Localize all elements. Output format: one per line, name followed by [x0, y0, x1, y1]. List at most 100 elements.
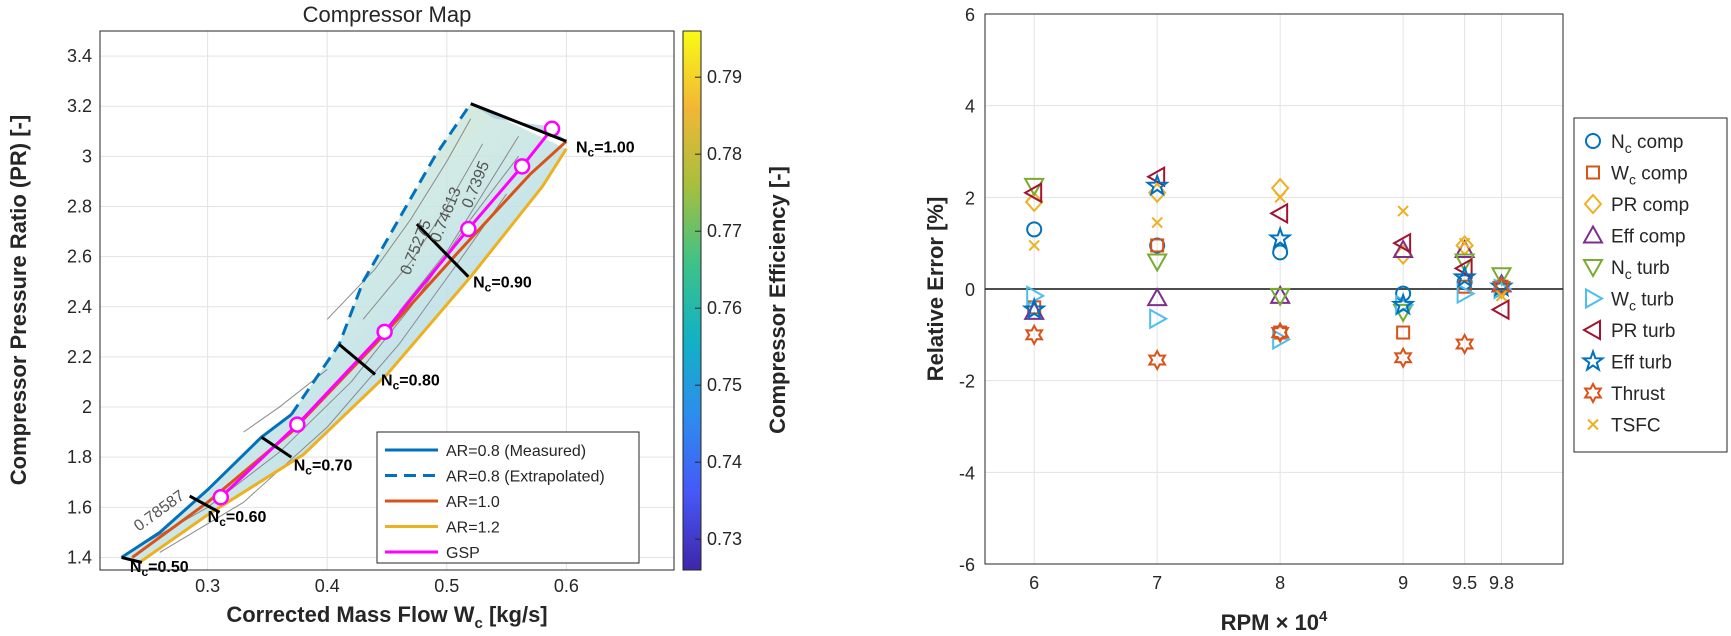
x-tick-label: 9 — [1398, 573, 1408, 593]
legend-label-main: N — [1611, 132, 1625, 153]
y-ticks: -6 -4 -2 0 2 4 6 — [959, 5, 975, 575]
legend-label-rest: turb — [1632, 258, 1670, 279]
y-tick-label: 2 — [965, 188, 975, 208]
legend: AR=0.8 (Measured) AR=0.8 (Extrapolated) AR… — [376, 431, 640, 564]
data-point — [1454, 332, 1475, 356]
colorbar-tick-label: 0.74 — [707, 452, 742, 472]
data-point — [1024, 323, 1044, 346]
legend-marker — [1587, 418, 1599, 431]
legend-label-main: W — [1611, 290, 1629, 311]
legend-label: AR=1.0 — [446, 494, 500, 511]
data-point — [1023, 177, 1045, 197]
data-point — [1452, 264, 1478, 289]
legend-label: Wc turb — [1611, 290, 1674, 314]
y-axis-label: Compressor Pressure Ratio (PR) [-] — [6, 115, 31, 485]
data-point — [1269, 202, 1289, 225]
speed-line — [121, 556, 143, 564]
data-point — [1024, 191, 1044, 213]
legend-marker — [1583, 193, 1603, 215]
y-tick-label: 1.8 — [67, 447, 92, 467]
gsp-point — [376, 323, 393, 341]
y-ticks: 1.4 1.6 1.8 2 2.2 2.4 2.6 2.8 3 3.2 3.4 — [67, 46, 92, 567]
speed-line — [260, 435, 293, 459]
legend-label: Nc comp — [1611, 132, 1683, 156]
y-tick-label: 6 — [965, 5, 975, 25]
legend-marker — [1586, 165, 1600, 180]
data-point — [1151, 216, 1163, 229]
chart-title: Compressor Map — [303, 2, 472, 27]
legend-label-main: PR comp — [1611, 195, 1689, 216]
speed-line-label: Nc=0.50 — [130, 559, 189, 579]
data-point — [1396, 325, 1411, 340]
y-tick-label: -2 — [959, 372, 975, 392]
x-axis-label-exp: 4 — [1319, 608, 1328, 625]
legend-marker — [1582, 259, 1604, 279]
legend-label-main: Eff turb — [1611, 353, 1672, 374]
speed-label-sub: c — [219, 515, 226, 529]
speed-line-label: Nc=1.00 — [576, 139, 635, 159]
colorbar-tick-label: 0.78 — [707, 144, 742, 164]
legend-label-rest: comp — [1632, 132, 1684, 153]
legend-label-sub: c — [1625, 140, 1632, 156]
series-line — [120, 413, 293, 559]
x-tick-label: 9.8 — [1489, 573, 1514, 593]
x-axis-label-times: × 10 — [1270, 610, 1320, 635]
speed-label-value: =0.90 — [491, 275, 532, 292]
colorbar-bar — [682, 30, 702, 571]
data-point — [1272, 328, 1292, 351]
compressor-map-chart: Compressor Map Nc=0.50Nc=0.60Nc=0.70Nc=0… — [6, 2, 790, 632]
data-point — [1495, 290, 1508, 302]
speed-label-main: N — [294, 458, 306, 475]
legend-marker — [1585, 287, 1605, 310]
data-point — [1267, 225, 1293, 250]
legend-label-sub: c — [1629, 298, 1636, 314]
x-axis-label-unit: [kg/s] — [483, 602, 548, 627]
legend-label-main: Thrust — [1611, 384, 1666, 405]
efficiency-contour — [243, 369, 328, 433]
series-line — [138, 148, 568, 564]
series-line — [131, 140, 568, 559]
y-tick-label: 2 — [82, 397, 92, 417]
legend-label: TSFC — [1611, 416, 1661, 437]
x-tick-label: 0.4 — [315, 576, 340, 596]
legend-label-main: TSFC — [1611, 416, 1661, 437]
x-axis-label-sub: c — [475, 615, 483, 632]
colorbar-tick-label: 0.77 — [707, 221, 742, 241]
data-point — [1390, 291, 1416, 316]
colorbar-tick-label: 0.79 — [707, 67, 742, 87]
legend-marker — [1581, 319, 1601, 341]
colorbar-label: Compressor Efficiency [-] — [765, 166, 790, 434]
x-tick-label: 0.5 — [434, 576, 459, 596]
legend-label: Eff comp — [1611, 227, 1686, 248]
legend-label: Wc comp — [1611, 164, 1688, 188]
legend-label-rest: turb — [1636, 290, 1674, 311]
speed-label-main: N — [130, 559, 142, 576]
data-point — [1490, 267, 1513, 287]
data-point — [1270, 321, 1290, 344]
gsp-point — [513, 158, 531, 175]
x-ticks: 0.3 0.4 0.5 0.6 — [195, 576, 579, 596]
speed-label-main: N — [576, 139, 588, 156]
y-tick-label: 2.2 — [67, 347, 92, 367]
legend-label: PR comp — [1611, 195, 1689, 216]
y-tick-label: 2.8 — [67, 196, 92, 216]
data-point — [1147, 348, 1167, 372]
legend-label-main: PR turb — [1611, 321, 1675, 342]
legend-box — [376, 431, 640, 564]
legend-label: AR=0.8 (Extrapolated) — [446, 469, 605, 486]
y-tick-label: 4 — [965, 97, 975, 117]
speed-label-value: =0.80 — [399, 372, 440, 389]
speed-line-label: Nc=0.80 — [381, 372, 440, 392]
data-point — [1456, 282, 1476, 305]
speed-line-label: Nc=0.90 — [473, 275, 532, 295]
x-axis-label: RPM × 104 — [1221, 608, 1328, 635]
data-point — [1144, 172, 1170, 197]
efficiency-contour — [362, 143, 484, 320]
legend-label: Thrust — [1611, 384, 1666, 405]
data-point — [1023, 182, 1043, 204]
y-tick-label: 2.6 — [67, 247, 92, 267]
speed-label-main: N — [473, 275, 485, 292]
speed-label-sub: c — [305, 464, 312, 478]
y-tick-label: 3.4 — [67, 46, 92, 66]
